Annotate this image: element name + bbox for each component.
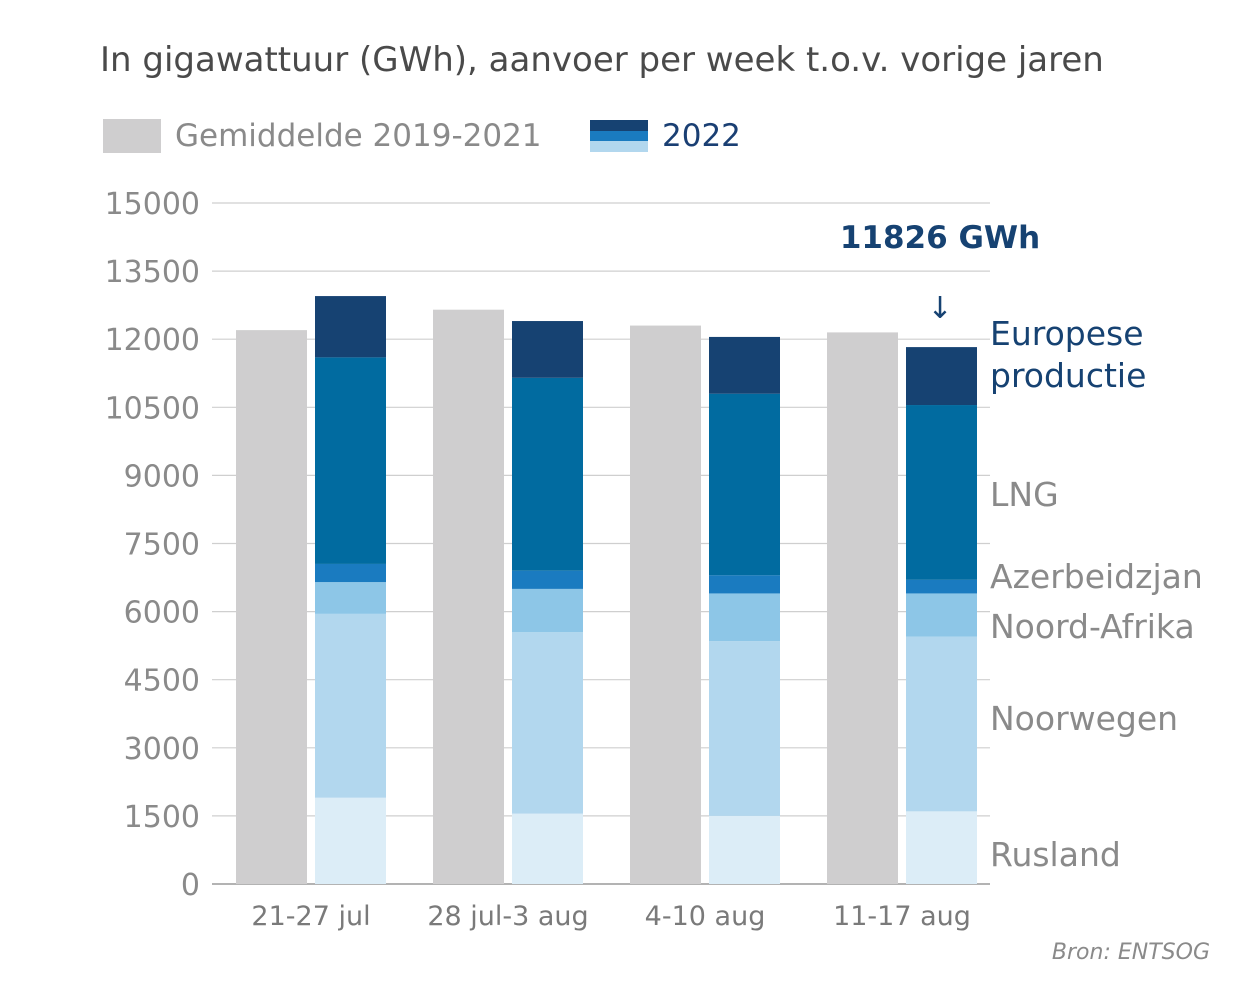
y-tick-label: 4500: [124, 664, 200, 699]
bar-segment-rusland: [709, 815, 780, 884]
y-tick-label: 7500: [124, 528, 200, 563]
average-bar: [433, 309, 504, 884]
segment-label-europese-productie: productie: [990, 356, 1146, 395]
total-annotation: 11826 GWh: [840, 220, 1040, 256]
bar-segment-noorwegen: [315, 613, 386, 798]
bar-segment-rusland: [906, 811, 977, 884]
bar-segment-noord-afrika: [315, 582, 386, 614]
bar-segment-rusland: [512, 813, 583, 884]
bar-segment-europese-productie: [906, 347, 977, 406]
bar-segment-azerbeidzjan: [709, 575, 780, 594]
bar-segment-azerbeidzjan: [512, 570, 583, 589]
y-tick-label: 10500: [105, 391, 200, 426]
segment-label-noord-afrika: Noord-Afrika: [990, 607, 1195, 646]
bar-segment-europese-productie: [315, 296, 386, 358]
bar-segment-azerbeidzjan: [315, 563, 386, 583]
y-tick-label: 3000: [124, 732, 200, 767]
arrow-down-icon: ↓: [927, 291, 952, 326]
y-tick-label: 13500: [105, 255, 200, 290]
x-tick-label: 4-10 aug: [645, 901, 766, 932]
segment-label-lng: LNG: [990, 475, 1059, 514]
bar-segment-azerbeidzjan: [906, 579, 977, 594]
y-tick-label: 15000: [105, 187, 200, 222]
y-tick-label: 12000: [105, 323, 200, 358]
legend-average-label: Gemiddelde 2019-2021: [175, 118, 542, 154]
bar-segment-noorwegen: [709, 641, 780, 816]
bar-segment-europese-productie: [512, 321, 583, 378]
legend-average-swatch: [103, 119, 161, 153]
segment-label-azerbeidzjan: Azerbeidzjan: [990, 557, 1203, 596]
bar-segment-noorwegen: [906, 636, 977, 812]
source-note: Bron: ENTSOG: [1051, 940, 1210, 965]
bar-segment-lng: [906, 405, 977, 580]
y-tick-label: 6000: [124, 596, 200, 631]
average-bar: [827, 332, 898, 884]
segment-label-noorwegen: Noorwegen: [990, 699, 1178, 738]
legend-2022-label: 2022: [662, 118, 741, 154]
y-tick-label: 0: [181, 868, 200, 903]
y-tick-label: 1500: [124, 800, 200, 835]
bar-segment-noord-afrika: [512, 588, 583, 633]
bar-segment-lng: [512, 377, 583, 571]
x-tick-label: 28 jul-3 aug: [427, 901, 588, 932]
segment-label-europese-productie: Europese: [990, 314, 1144, 353]
legend-average: Gemiddelde 2019-2021: [103, 118, 542, 154]
x-tick-label: 21-27 jul: [251, 901, 370, 932]
average-bar: [236, 330, 307, 884]
bar-segment-noord-afrika: [709, 593, 780, 642]
chart-title: In gigawattuur (GWh), aanvoer per week t…: [100, 40, 1104, 80]
bar-segment-lng: [315, 357, 386, 564]
bar-segment-lng: [709, 393, 780, 576]
legend-2022: 2022: [590, 118, 741, 154]
bar-segment-noord-afrika: [906, 593, 977, 637]
y-tick-label: 9000: [124, 459, 200, 494]
legend-2022-swatch: [590, 120, 648, 153]
bar-segment-europese-productie: [709, 336, 780, 394]
bar-segment-rusland: [315, 797, 386, 884]
bar-segment-noorwegen: [512, 632, 583, 814]
x-tick-label: 11-17 aug: [833, 901, 971, 932]
segment-label-rusland: Rusland: [990, 835, 1121, 874]
average-bar: [630, 325, 701, 885]
